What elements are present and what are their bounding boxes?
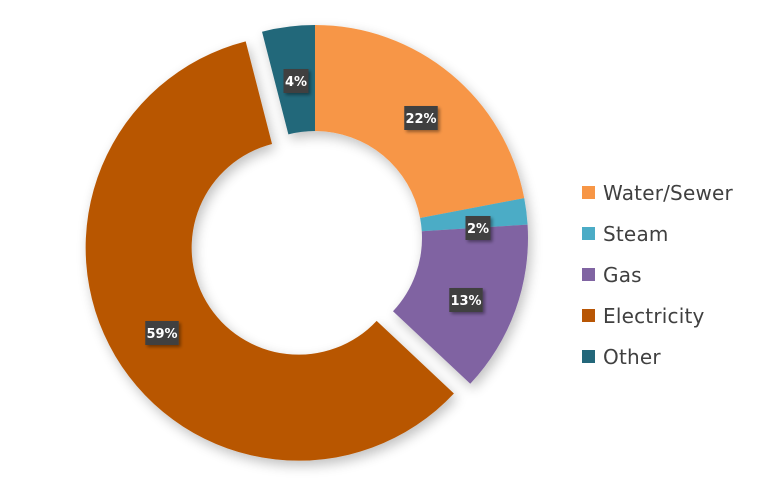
- legend-item-other: Other: [582, 336, 733, 377]
- legend-item-gas: Gas: [582, 254, 733, 295]
- slice-steam: [420, 198, 528, 232]
- chart-legend: Water/Sewer Steam Gas Electricity Other: [582, 172, 733, 377]
- legend-swatch-icon: [582, 268, 595, 281]
- legend-label: Other: [603, 344, 661, 369]
- chart-data-labels: 22% 2% 13% 59% 4%: [145, 69, 491, 345]
- legend-item-electricity: Electricity: [582, 295, 733, 336]
- data-label: 2%: [465, 216, 491, 240]
- data-label: 22%: [404, 106, 438, 130]
- legend-label: Water/Sewer: [603, 180, 733, 205]
- slice-electricity: [85, 41, 454, 461]
- svg-text:2%: 2%: [467, 222, 489, 237]
- legend-label: Gas: [603, 262, 642, 287]
- data-label: 13%: [449, 288, 483, 312]
- svg-text:22%: 22%: [405, 112, 436, 127]
- legend-item-water-sewer: Water/Sewer: [582, 172, 733, 213]
- svg-text:59%: 59%: [146, 327, 177, 342]
- svg-text:13%: 13%: [450, 294, 481, 309]
- legend-item-steam: Steam: [582, 213, 733, 254]
- legend-swatch-icon: [582, 186, 595, 199]
- legend-label: Electricity: [603, 303, 705, 328]
- data-label: 4%: [283, 69, 309, 93]
- data-label: 59%: [145, 321, 179, 345]
- legend-label: Steam: [603, 221, 669, 246]
- legend-swatch-icon: [582, 309, 595, 322]
- legend-swatch-icon: [582, 227, 595, 240]
- legend-swatch-icon: [582, 350, 595, 363]
- svg-text:4%: 4%: [285, 75, 307, 90]
